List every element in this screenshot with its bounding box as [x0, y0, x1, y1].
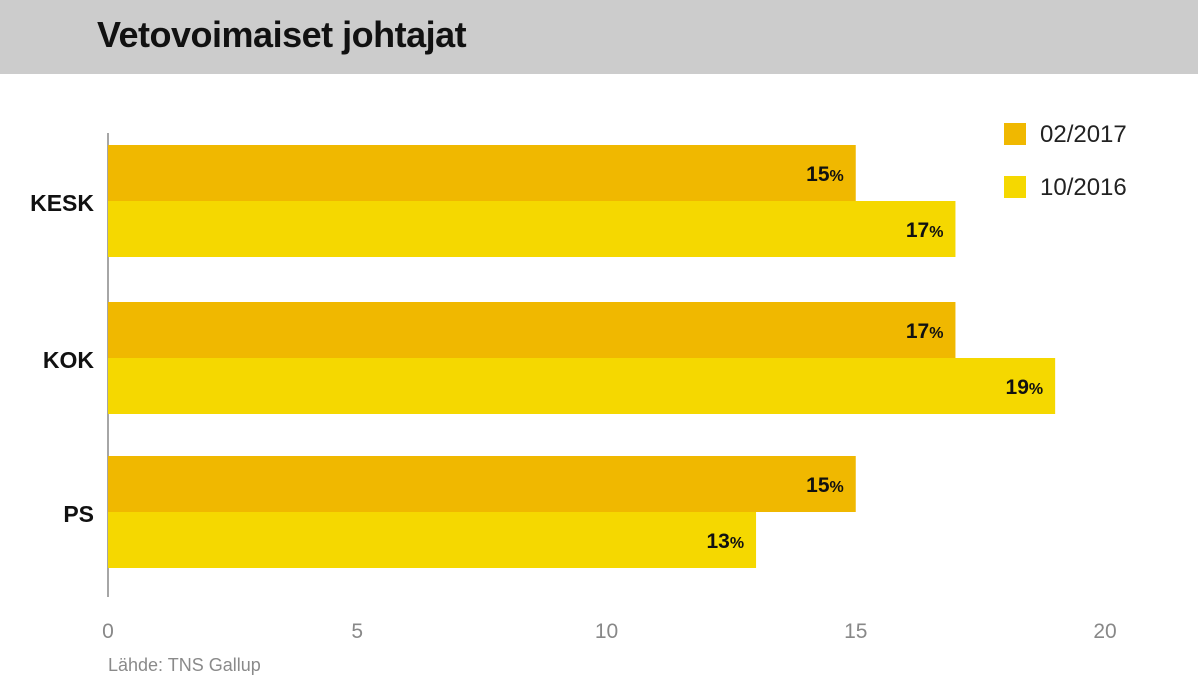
- legend-swatch: [1004, 176, 1026, 198]
- bar-ps-1: [108, 512, 757, 568]
- x-tick-label: 10: [595, 620, 618, 643]
- x-tick-label: 15: [844, 620, 867, 643]
- category-label: KESK: [30, 190, 94, 216]
- x-tick-label: 20: [1093, 620, 1116, 643]
- legend-label: 10/2016: [1040, 174, 1127, 201]
- data-label: 13%: [706, 530, 744, 553]
- bar-kesk-0: [108, 145, 856, 201]
- bar-kok-0: [108, 302, 956, 358]
- data-label: 17%: [906, 219, 944, 242]
- data-label: 15%: [806, 474, 844, 497]
- data-label: 19%: [1006, 376, 1044, 399]
- x-tick-label: 5: [351, 620, 363, 643]
- x-tick-label: 0: [102, 620, 114, 643]
- category-label: PS: [63, 501, 94, 527]
- chart-title: Vetovoimaiset johtajat: [97, 14, 467, 55]
- data-label: 17%: [906, 320, 944, 343]
- data-label: 15%: [806, 163, 844, 186]
- source-note: Lähde: TNS Gallup: [108, 655, 261, 675]
- legend-swatch: [1004, 123, 1026, 145]
- category-label: KOK: [43, 347, 95, 373]
- legend-label: 02/2017: [1040, 121, 1127, 148]
- bar-kok-1: [108, 358, 1056, 414]
- title-bar: [0, 0, 1198, 74]
- bar-ps-0: [108, 456, 856, 512]
- bar-kesk-1: [108, 201, 956, 257]
